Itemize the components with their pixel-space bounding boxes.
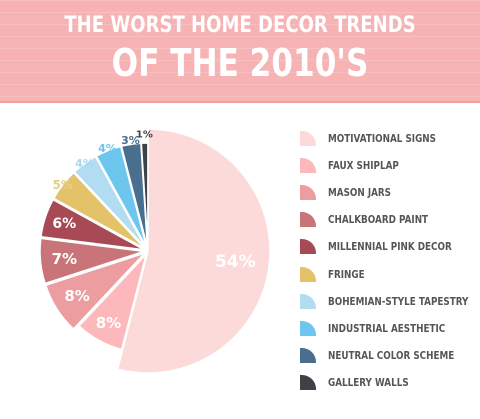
legend-swatch xyxy=(300,266,316,282)
legend-label: NEUTRAL COLOR SCHEME xyxy=(328,348,455,362)
pie-slice xyxy=(40,198,145,251)
legend-swatch xyxy=(300,158,316,174)
legend-label: MASON JARS xyxy=(328,186,392,200)
slice-label: 54% xyxy=(215,252,256,272)
title-line-2: OF THE 2010'S xyxy=(111,41,369,85)
legend-label: BOHEMIAN-STYLE TAPESTRY xyxy=(328,294,469,308)
title-banner: THE WORST HOME DECOR TRENDS OF THE 2010'… xyxy=(0,0,480,103)
legend-label: MILLENNIAL PINK DECOR xyxy=(328,240,452,254)
legend-swatch xyxy=(300,185,316,201)
pie-slice xyxy=(73,155,147,249)
legend-swatch xyxy=(300,374,316,390)
pie-slice xyxy=(77,253,147,351)
slice-label: 7% xyxy=(52,250,77,268)
legend-swatch xyxy=(300,131,316,146)
legend-swatch xyxy=(300,212,316,228)
slice-label: 5% xyxy=(52,178,72,192)
legend-label: GALLERY WALLS xyxy=(328,375,409,389)
legend-label: INDUSTRIAL AESTHETIC xyxy=(328,321,446,335)
pie-slice xyxy=(52,171,146,250)
pie-chart: 54%8%8%7%6%5%4%4%3%1% xyxy=(39,128,271,374)
legend-label: CHALKBOARD PAINT xyxy=(328,213,429,227)
title-line-1: THE WORST HOME DECOR TRENDS xyxy=(64,13,416,38)
legend-label: FAUX SHIPLAP xyxy=(328,159,399,173)
legend-label: FRINGE xyxy=(328,267,365,281)
slice-label: 4% xyxy=(98,142,117,155)
pie-slice xyxy=(95,145,148,248)
slice-label: 3% xyxy=(121,134,140,147)
pie-slice xyxy=(116,128,271,374)
slice-label: 4% xyxy=(75,157,94,170)
pie-slice xyxy=(39,237,145,285)
slice-label: 1% xyxy=(136,130,153,141)
legend-label: MOTIVATIONAL SIGNS xyxy=(328,132,436,145)
legend-swatch xyxy=(300,320,316,336)
pie-slice xyxy=(140,142,149,248)
pie-slice xyxy=(44,252,146,331)
legend-swatch xyxy=(300,293,316,309)
legend-swatch xyxy=(300,239,316,255)
slice-label: 8% xyxy=(96,314,121,332)
slice-label: 8% xyxy=(64,287,89,305)
slice-label: 6% xyxy=(52,216,76,232)
legend-swatch xyxy=(300,347,316,363)
